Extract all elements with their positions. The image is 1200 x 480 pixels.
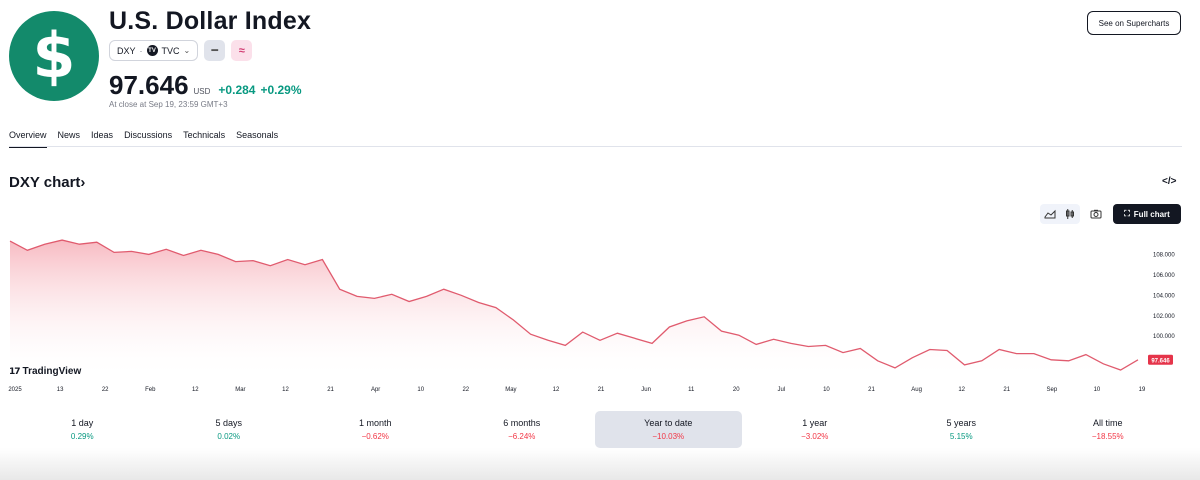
chevron-down-icon: ⌄ xyxy=(183,46,191,55)
x-tick-label: 10 xyxy=(417,387,424,393)
symbol-selector[interactable]: DXY · TV TVC ⌄ xyxy=(109,40,199,61)
camera-icon[interactable] xyxy=(1086,204,1106,224)
price-chart[interactable]: 108.000 106.000 104.000 102.000 100.000 97.64… xyxy=(0,225,1200,400)
x-tick-label: May xyxy=(505,387,516,393)
x-tick-label: 22 xyxy=(462,387,469,393)
x-tick-label: Apr xyxy=(371,387,380,393)
period-label: 5 years xyxy=(946,418,976,428)
y-tick-label: 108.000 xyxy=(1153,252,1175,258)
y-tick-label: 100.000 xyxy=(1153,334,1175,340)
x-tick-label: Mar xyxy=(235,387,245,393)
x-tick-label: 21 xyxy=(598,387,605,393)
period-5-days[interactable]: 5 days 0.02% xyxy=(156,411,303,448)
tab-technicals[interactable]: Technicals xyxy=(183,130,226,140)
x-tick-label: 21 xyxy=(868,387,875,393)
x-tick-label: 10 xyxy=(823,387,830,393)
period-change: −3.02% xyxy=(801,432,829,441)
period-change: −10.03% xyxy=(652,432,685,441)
period-1-year[interactable]: 1 year −3.02% xyxy=(742,411,889,448)
currency-label: USD xyxy=(193,87,211,96)
tab-news[interactable]: News xyxy=(57,130,81,140)
page-title: U.S. Dollar Index xyxy=(109,7,312,35)
period-label: 5 days xyxy=(215,418,243,428)
symbol-tags: DXY · TV TVC ⌄ ━ ≈ xyxy=(109,40,253,61)
chart-style-toggle xyxy=(1040,204,1080,224)
symbol-label: DXY xyxy=(117,45,136,56)
period-change: 5.15% xyxy=(949,432,973,441)
last-price-tag xyxy=(1148,354,1173,365)
x-tick-label: 11 xyxy=(688,387,695,393)
x-tick-label: Sep xyxy=(1046,387,1057,393)
x-tick-label: Jun xyxy=(641,387,651,393)
candles-icon[interactable] xyxy=(1060,204,1080,224)
x-tick-label: Aug xyxy=(911,387,922,393)
period-change: 0.29% xyxy=(70,432,94,441)
area-chart-icon[interactable] xyxy=(1040,204,1060,224)
x-tick-label: 10 xyxy=(1094,387,1101,393)
dollar-logo: $ xyxy=(9,11,99,101)
tradingview-watermark: 𝟭𝟳 TradingView xyxy=(9,366,82,377)
embed-code-icon[interactable]: </> xyxy=(1162,176,1177,187)
x-tick-label: 21 xyxy=(327,387,334,393)
x-tick-label: 12 xyxy=(282,387,289,393)
period-change: −0.62% xyxy=(361,432,389,441)
last-price: 97.646 xyxy=(109,70,189,100)
price-line xyxy=(9,239,1139,371)
tab-overview[interactable]: Overview xyxy=(9,130,47,148)
y-tick-label: 102.000 xyxy=(1153,314,1175,320)
see-on-supercharts-button[interactable]: See on Supercharts xyxy=(1087,11,1181,35)
separator: · xyxy=(139,45,143,56)
tab-divider xyxy=(9,146,1182,147)
period-5-years[interactable]: 5 years 5.15% xyxy=(888,411,1035,448)
x-tick-label: 20 xyxy=(733,387,740,393)
x-tick-label: Feb xyxy=(145,387,156,393)
price-change: +0.284 xyxy=(218,83,256,97)
period-year-to-date[interactable]: Year to date −10.03% xyxy=(595,411,742,448)
last-price-tag-label: 97.646 xyxy=(1151,358,1170,364)
x-tick-label: 12 xyxy=(192,387,199,393)
period-change: −18.55% xyxy=(1091,432,1124,441)
x-tick-label: 12 xyxy=(553,387,560,393)
area-fill xyxy=(10,240,1138,379)
period-label: 1 month xyxy=(358,418,392,428)
tradingview-logo-icon: 𝟭𝟳 xyxy=(9,366,20,376)
period-label: 1 day xyxy=(71,418,94,428)
period-label: 1 year xyxy=(802,418,828,428)
period-1-day[interactable]: 1 day 0.29% xyxy=(9,411,156,448)
fullscreen-icon: ⛶ xyxy=(1124,209,1130,218)
approx-icon[interactable]: ≈ xyxy=(231,40,253,61)
period-selector: 1 day 0.29% 5 days 0.02% 1 month −0.62% 6 mont… xyxy=(9,411,1181,448)
period-label: 6 months xyxy=(503,418,541,428)
x-tick-label: 22 xyxy=(102,387,109,393)
x-tick-label: 12 xyxy=(958,387,965,393)
minus-icon[interactable]: ━ xyxy=(204,40,226,61)
y-tick-label: 106.000 xyxy=(1153,273,1175,279)
tv-icon: TV xyxy=(146,45,158,56)
chart-heading[interactable]: DXY chart› xyxy=(9,174,86,191)
x-tick-label: 21 xyxy=(1003,387,1010,393)
tab-discussions[interactable]: Discussions xyxy=(124,130,173,140)
chevron-right-icon: › xyxy=(80,174,86,191)
tab-seasonals[interactable]: Seasonals xyxy=(236,130,279,140)
period-change: −6.24% xyxy=(508,432,536,441)
period-change: 0.02% xyxy=(217,432,241,441)
period-1-month[interactable]: 1 month −0.62% xyxy=(302,411,449,448)
price-change-pct: +0.29% xyxy=(260,83,302,97)
x-tick-label: 19 xyxy=(1139,387,1146,393)
full-chart-button[interactable]: ⛶ Full chart xyxy=(1113,204,1181,224)
tab-ideas[interactable]: Ideas xyxy=(91,130,114,140)
x-tick-label: 2025 xyxy=(8,387,22,393)
x-tick-label: Jul xyxy=(778,387,786,393)
y-tick-label: 104.000 xyxy=(1153,293,1175,299)
price-row: 97.646 USD +0.284 +0.29% xyxy=(109,70,302,101)
close-info: At close at Sep 19, 23:59 GMT+3 xyxy=(109,100,228,109)
period-label: All time xyxy=(1092,418,1123,428)
tab-bar: Overview News Ideas Discussions Technicals Se… xyxy=(9,130,278,148)
bottom-fade xyxy=(0,448,1200,480)
period-6-months[interactable]: 6 months −6.24% xyxy=(449,411,596,448)
period-label: Year to date xyxy=(644,418,693,428)
exchange-label: TVC xyxy=(161,45,180,56)
x-tick-label: 13 xyxy=(57,387,64,393)
period-all-time[interactable]: All time −18.55% xyxy=(1035,411,1182,448)
